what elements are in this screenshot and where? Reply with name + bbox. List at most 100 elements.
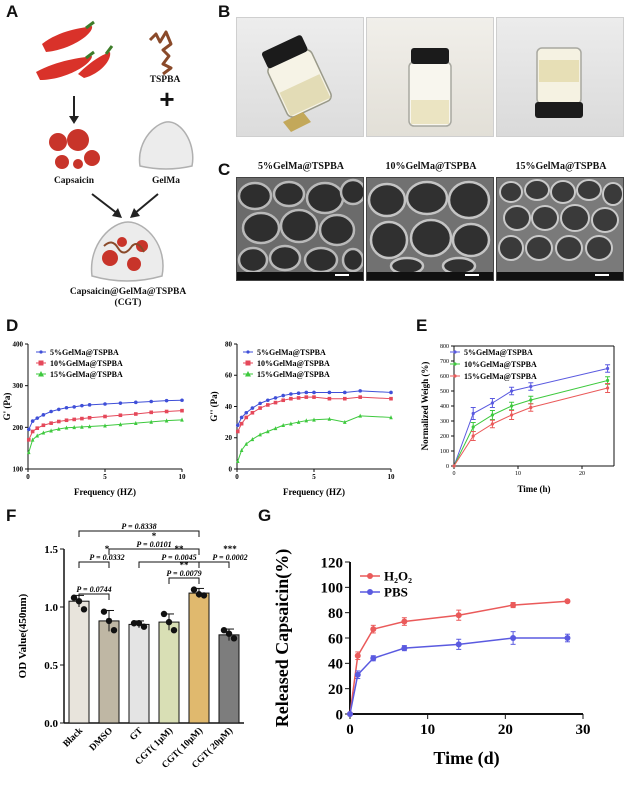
- data-point: [103, 402, 107, 406]
- data-point: [230, 635, 238, 642]
- data-point: [289, 396, 293, 401]
- sem-pores-3: [497, 178, 623, 280]
- chart-loss-modulus: 0 5 10 0 20 40 60 80 Frequency (HZ) G'' (Pa) 5%Gel…: [209, 340, 395, 497]
- legend-label: 15%GelMa@TSPBA: [464, 372, 537, 381]
- y-tick-label: 80: [328, 606, 343, 622]
- vial-photo-3: [496, 17, 624, 137]
- bar: [68, 600, 90, 724]
- data-point: [258, 401, 262, 406]
- p-value-label: P = 0.0101: [136, 540, 171, 549]
- y-tick-label: 1.5: [44, 544, 58, 556]
- panel-a-schematic: [36, 20, 194, 282]
- bar: [128, 623, 150, 724]
- data-point: [354, 671, 361, 678]
- panel-label-c: C: [218, 160, 231, 179]
- data-point: [70, 594, 78, 601]
- x-tick-label: 10: [515, 471, 521, 477]
- significance-bracket: [78, 530, 200, 537]
- plus-sign: +: [159, 84, 175, 114]
- x-tick-label: 10: [179, 473, 187, 481]
- significance-bracket: [108, 548, 200, 555]
- bar: [158, 621, 180, 724]
- data-point: [250, 437, 255, 442]
- data-point: [347, 711, 353, 717]
- sem-title-5: 5%GelMa@TSPBA: [258, 161, 344, 172]
- legend-marker: [245, 360, 251, 366]
- y-tick-label: 100: [440, 449, 449, 455]
- data-point: [180, 417, 184, 422]
- p-value-label: P = 0.0002: [212, 553, 247, 562]
- p-value-label: P = 0.0045: [161, 553, 196, 562]
- data-point: [165, 618, 173, 626]
- series-line: [28, 399, 183, 430]
- significance-bracket: [138, 561, 200, 568]
- data-point: [327, 416, 332, 421]
- data-point: [49, 428, 53, 433]
- legend-label: 5%GelMa@TSPBA: [50, 348, 119, 357]
- data-point: [370, 626, 377, 633]
- sem-title-15: 15%GelMa@TSPBA: [515, 161, 607, 172]
- series-line: [237, 396, 392, 432]
- data-point: [455, 641, 462, 648]
- y-tick-label: 60: [225, 372, 233, 380]
- tspba-molecule-icon: [148, 30, 173, 76]
- chart-od-value: 0.00.51.01.5OD Value(450nm)Black DMSO GTCG…: [17, 522, 248, 771]
- y-tick-label: 600: [440, 374, 449, 380]
- x-tick-label: 10: [420, 722, 435, 738]
- x-tick-label: 20: [579, 471, 585, 477]
- data-point: [190, 586, 198, 593]
- data-point: [200, 592, 208, 599]
- y-tick-label: 0: [446, 464, 449, 470]
- data-point: [266, 398, 270, 403]
- x-tick-label: GT: [128, 726, 145, 743]
- significance-stars: **: [180, 560, 190, 570]
- legend-marker: [367, 573, 373, 579]
- data-point: [80, 403, 84, 408]
- y-tick-label: 0: [336, 707, 344, 723]
- data-point: [389, 396, 393, 401]
- data-point: [401, 618, 408, 625]
- data-point: [606, 366, 610, 371]
- data-point: [289, 392, 293, 396]
- bar: [188, 592, 210, 724]
- data-point: [80, 416, 84, 421]
- data-point: [160, 610, 168, 618]
- x-tick-label: 0: [453, 471, 456, 477]
- data-point: [529, 405, 533, 410]
- sem-image-2: [366, 177, 494, 281]
- y-tick-label: 200: [13, 424, 24, 432]
- data-point: [35, 433, 40, 438]
- data-point: [135, 620, 143, 627]
- data-point: [87, 424, 92, 429]
- legend-label: 10%GelMa@TSPBA: [464, 360, 537, 369]
- tspba-label: TSPBA: [149, 75, 181, 85]
- data-point: [510, 413, 514, 417]
- legend-label: 15%GelMa@TSPBA: [257, 370, 330, 379]
- cgt-product-label: Capsaicin@GelMa@TSPBA: [69, 287, 187, 297]
- data-point: [164, 398, 169, 403]
- p-value-label: P = 0.0744: [76, 585, 111, 594]
- data-point: [118, 422, 123, 427]
- sem-title-10: 10%GelMa@TSPBA: [385, 161, 477, 172]
- data-point: [471, 425, 475, 429]
- data-point: [164, 409, 169, 414]
- data-point: [118, 401, 123, 405]
- series-line: [28, 419, 183, 453]
- panel-label-b: B: [218, 2, 231, 21]
- y-tick-label: 500: [440, 389, 449, 395]
- data-point: [266, 403, 270, 407]
- legend-label: 10%GelMa@TSPBA: [50, 359, 123, 368]
- significance-stars: ***: [223, 544, 237, 554]
- data-point: [41, 430, 46, 435]
- data-point: [30, 429, 35, 434]
- data-point: [75, 598, 83, 605]
- data-point: [105, 617, 113, 625]
- data-point: [358, 395, 362, 399]
- y-tick-label: 400: [13, 340, 24, 348]
- bar: [218, 634, 240, 724]
- panel-label-d: D: [6, 316, 19, 335]
- data-point: [471, 411, 475, 416]
- legend-marker: [367, 589, 373, 595]
- chart-storage-modulus: 0 5 10 100 200 300 400 Frequency (HZ) G' (Pa) 5%G…: [2, 340, 187, 497]
- data-point: [258, 406, 262, 410]
